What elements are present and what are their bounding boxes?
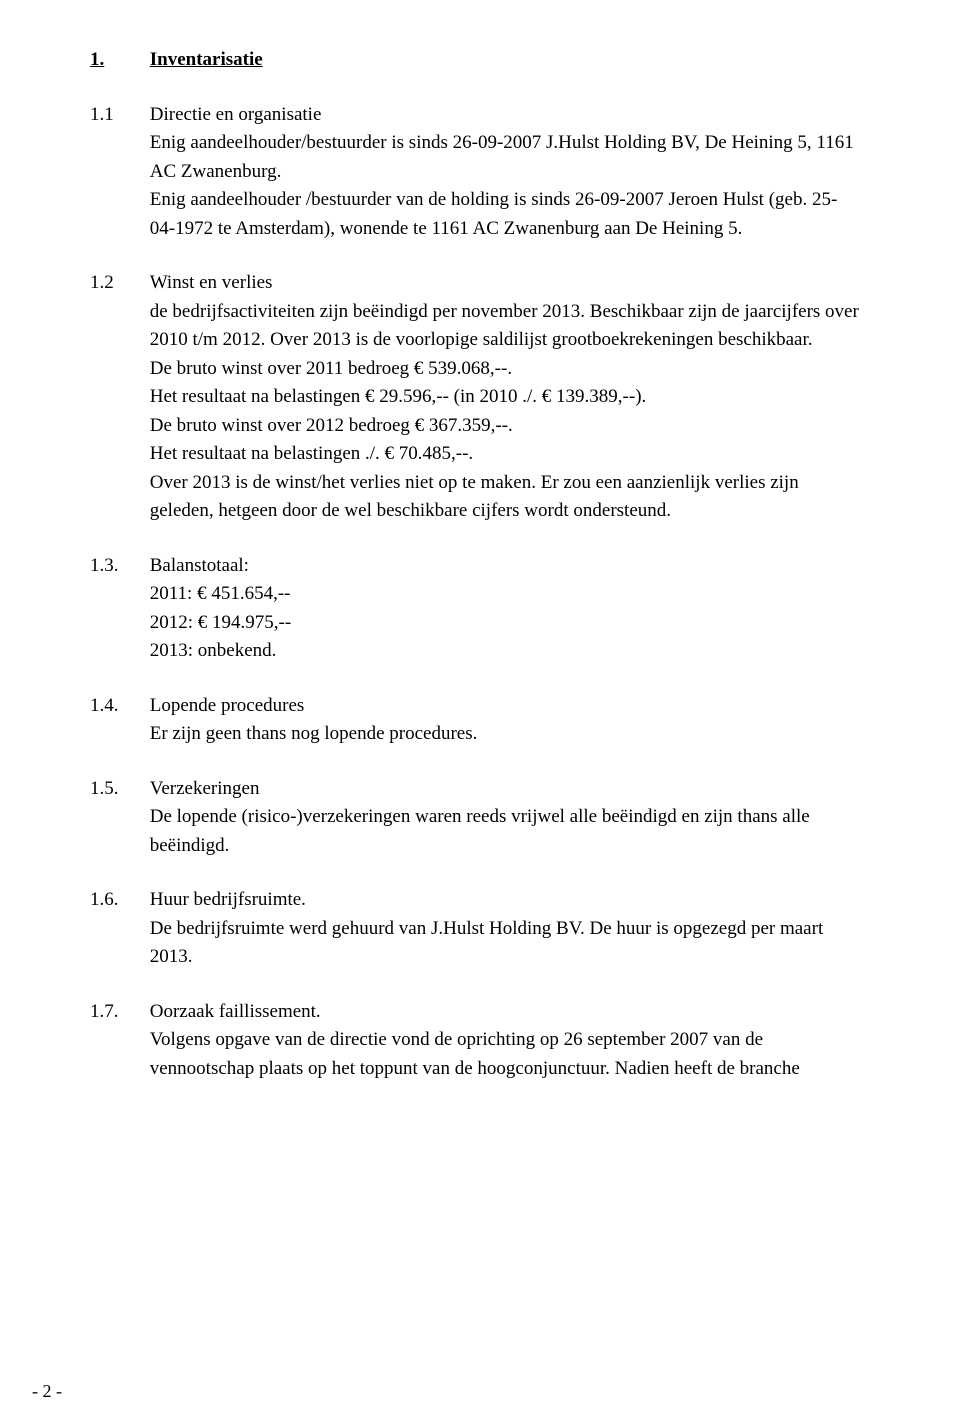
- page-number: - 2 -: [32, 1378, 62, 1405]
- section-1-5: 1.5. Verzekeringen De lopende (risico-)v…: [90, 775, 870, 861]
- section-number: 1.4.: [90, 692, 145, 721]
- subsection-title: Directie en organisatie: [150, 104, 322, 125]
- section-1-7: 1.7. Oorzaak faillissement. Volgens opga…: [90, 998, 870, 1084]
- paragraph: De bedrijfsruimte werd gehuurd van J.Hul…: [150, 918, 823, 968]
- section-body: Verzekeringen De lopende (risico-)verzek…: [150, 775, 860, 861]
- paragraph: Volgens opgave van de directie vond de o…: [150, 1029, 800, 1079]
- section-1-3: 1.3. Balanstotaal: 2011: € 451.654,-- 20…: [90, 552, 870, 666]
- section-body: Lopende procedures Er zijn geen thans no…: [150, 692, 860, 749]
- section-body: Balanstotaal: 2011: € 451.654,-- 2012: €…: [150, 552, 860, 666]
- paragraph: Het resultaat na belastingen € 29.596,--…: [150, 386, 647, 407]
- paragraph: De bruto winst over 2011 bedroeg € 539.0…: [150, 358, 512, 379]
- paragraph: de bedrijfsactiviteiten zijn beëindigd p…: [150, 301, 859, 351]
- section-title-wrap: Inventarisatie: [150, 46, 860, 75]
- paragraph: De lopende (risico-)verzekeringen waren …: [150, 806, 810, 856]
- section-body: Oorzaak faillissement. Volgens opgave va…: [150, 998, 860, 1084]
- list-item: 2013: onbekend.: [150, 640, 277, 661]
- section-number: 1.7.: [90, 998, 145, 1027]
- subsection-title: Winst en verlies: [150, 272, 273, 293]
- document-page: 1. Inventarisatie 1.1 Directie en organi…: [0, 0, 960, 1123]
- list-item: 2011: € 451.654,--: [150, 583, 291, 604]
- subsection-title: Oorzaak faillissement.: [150, 1001, 321, 1022]
- section-number: 1.2: [90, 269, 145, 298]
- paragraph: Het resultaat na belastingen ./. € 70.48…: [150, 443, 473, 464]
- section-1: 1. Inventarisatie: [90, 46, 870, 75]
- subsection-title: Lopende procedures: [150, 695, 305, 716]
- section-number: 1.: [90, 46, 145, 75]
- subsection-title: Balanstotaal:: [150, 555, 249, 576]
- section-1-2: 1.2 Winst en verlies de bedrijfsactivite…: [90, 269, 870, 526]
- section-body: Winst en verlies de bedrijfsactiviteiten…: [150, 269, 860, 526]
- list-item: 2012: € 194.975,--: [150, 612, 291, 633]
- section-number-text: 1.: [90, 49, 104, 70]
- paragraph: Enig aandeelhouder /bestuurder van de ho…: [150, 189, 838, 239]
- section-1-6: 1.6. Huur bedrijfsruimte. De bedrijfsrui…: [90, 886, 870, 972]
- section-number: 1.6.: [90, 886, 145, 915]
- subsection-title: Huur bedrijfsruimte.: [150, 889, 306, 910]
- section-1-4: 1.4. Lopende procedures Er zijn geen tha…: [90, 692, 870, 749]
- paragraph: Enig aandeelhouder/bestuurder is sinds 2…: [150, 132, 854, 182]
- section-1-1: 1.1 Directie en organisatie Enig aandeel…: [90, 101, 870, 244]
- paragraph: Over 2013 is de winst/het verlies niet o…: [150, 472, 799, 522]
- section-title: Inventarisatie: [150, 49, 263, 70]
- section-number: 1.5.: [90, 775, 145, 804]
- section-body: Directie en organisatie Enig aandeelhoud…: [150, 101, 860, 244]
- section-number: 1.3.: [90, 552, 145, 581]
- section-body: Huur bedrijfsruimte. De bedrijfsruimte w…: [150, 886, 860, 972]
- section-number: 1.1: [90, 101, 145, 130]
- paragraph: De bruto winst over 2012 bedroeg € 367.3…: [150, 415, 513, 436]
- subsection-title: Verzekeringen: [150, 778, 260, 799]
- paragraph: Er zijn geen thans nog lopende procedure…: [150, 723, 478, 744]
